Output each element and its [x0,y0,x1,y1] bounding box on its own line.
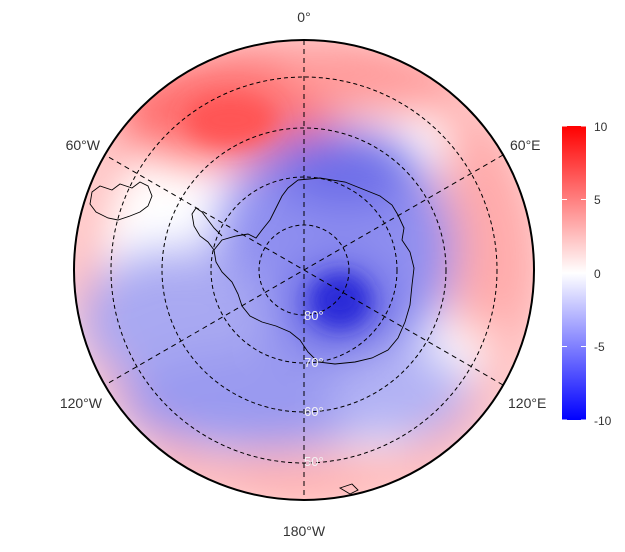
colorbar: 10 5 0 -5 -10 [562,120,612,428]
island-fragment [338,483,359,495]
latitude-circle-80 [258,224,350,316]
colorbar-tick-neg10: -10 [594,414,612,428]
longitude-labels: 0° 60°E 120°E 180°W 120°W 60°W [60,9,546,539]
lon-label-120e: 120°E [508,395,546,411]
anomaly-field [74,40,534,500]
lat-label-80: 80° [304,308,324,323]
colorbar-tick-0: 0 [594,267,601,281]
lon-label-180w: 180°W [283,523,326,539]
lon-label-120w: 120°W [60,395,103,411]
lat-label-60: 60° [304,404,324,419]
south-america-tip [89,181,153,221]
lon-label-60w: 60°W [66,137,101,153]
map-border [73,39,535,501]
lon-label-0: 0° [297,9,310,25]
colorbar-tick-5: 5 [594,193,601,207]
meridian-lines [104,40,504,500]
lon-label-60e: 60°E [510,137,541,153]
antarctica-coastline [213,177,415,365]
latitude-labels: 80° 70° 60° 50° [304,308,324,469]
lat-label-50: 50° [304,454,324,469]
latitude-circle-60 [161,127,447,413]
lat-label-70: 70° [304,355,324,370]
colorbar-tick-10: 10 [594,120,608,134]
colorbar-ticks [562,125,586,421]
meridian-120e-60w [104,154,504,386]
antarctic-peninsula [191,207,223,251]
coastlines [89,177,415,495]
colorbar-tick-neg5: -5 [594,340,605,354]
